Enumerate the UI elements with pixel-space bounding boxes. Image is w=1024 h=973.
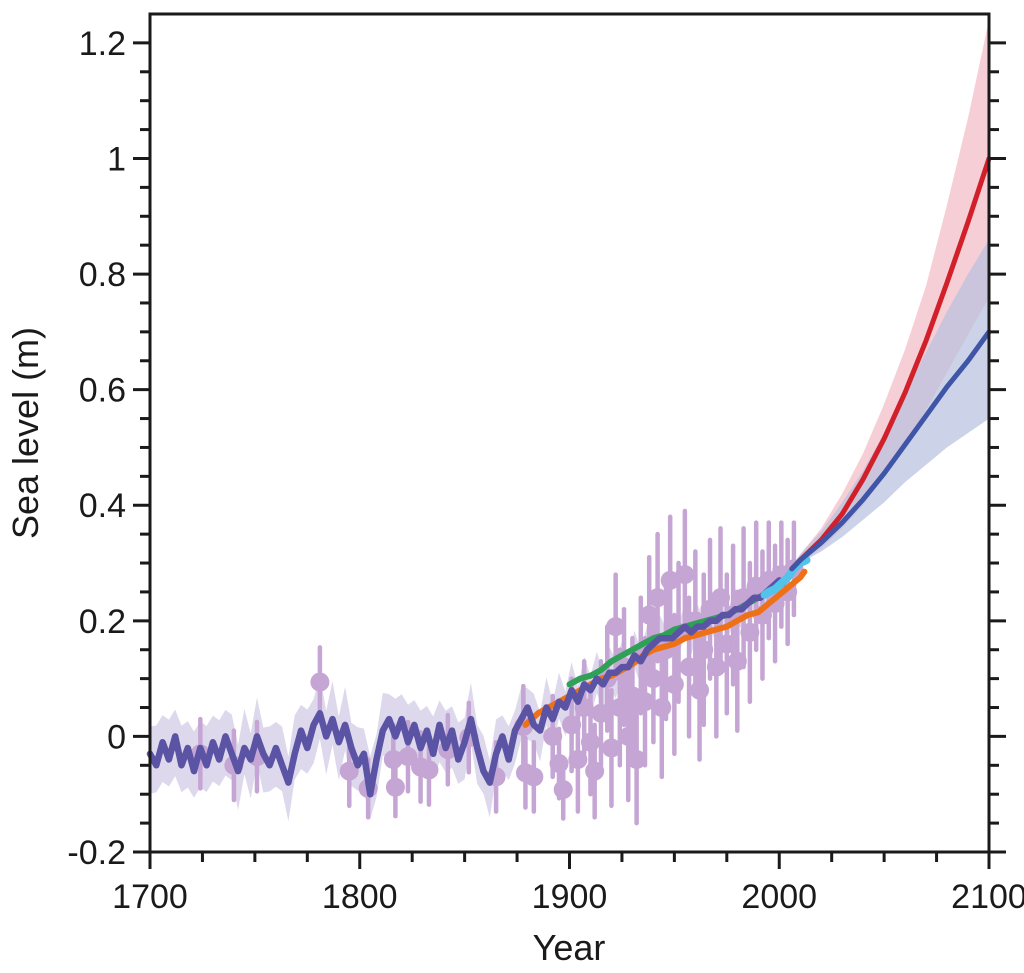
x-tick-label: 1800 [322,878,398,916]
proxy-uncertainty-band [150,566,780,822]
y-axis-title: Sea level (m) [5,327,46,539]
paleo-data-point [664,674,684,694]
paleo-data-point [643,669,663,689]
paleo-data-point [398,747,418,767]
paleo-data-point [524,767,544,787]
y-tick-label: 0 [107,718,126,756]
y-tick-label: 1 [107,140,126,178]
paleo-data-point [660,570,680,590]
paleo-data-point [419,760,439,780]
x-tick-label: 1900 [532,878,608,916]
y-tick-label: -0.2 [67,834,126,872]
x-tick-label: 2100 [951,878,1024,916]
x-axis-title: Year [533,927,606,968]
data-lines-layer [146,156,992,798]
paleo-data-point [627,750,647,770]
x-tick-label: 1700 [112,878,188,916]
paleo-data-point [606,617,626,637]
paleo-data-point [549,754,569,774]
y-tick-label: 0.6 [79,372,126,410]
y-tick-label: 0.8 [79,256,126,294]
paleo-data-point [675,565,695,585]
paleo-data-point [635,692,655,712]
paleo-data-point [648,588,668,608]
proxy-reconstruction-line [146,577,783,798]
axes-layer [133,12,1006,869]
paleo-data-point [652,698,672,718]
y-tick-label: 1.2 [79,25,126,63]
paleo-points-layer [190,508,804,826]
paleo-data-point [601,738,621,758]
paleo-data-point [690,680,710,700]
paleo-data-point [553,780,573,800]
paleo-data-point [339,761,359,781]
x-tick-label: 2000 [741,878,817,916]
paleo-data-point [310,672,330,692]
rcp26-likely-range-band [791,239,989,572]
paleo-data-point [580,732,600,752]
axis-labels-layer: Year Sea level (m) 1700 1800 1900 2000 2100 -… [5,25,1024,968]
paleo-data-point [706,657,726,677]
rcp26-projection-line [789,329,992,572]
y-tick-label: 0.2 [79,603,126,641]
y-tick-label: 0.4 [79,487,126,525]
paleo-data-point [385,777,405,797]
